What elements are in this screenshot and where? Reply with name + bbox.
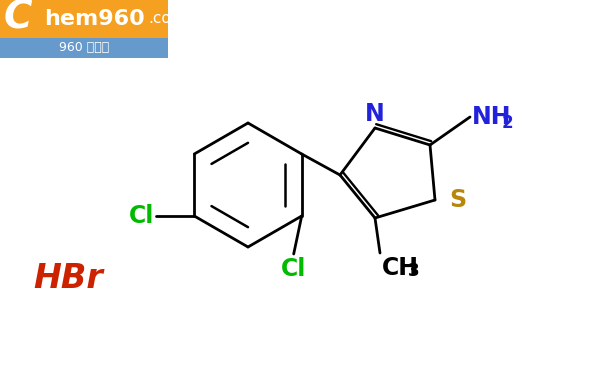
Text: 2: 2	[502, 114, 514, 132]
Text: CH: CH	[382, 256, 419, 280]
Text: N: N	[365, 102, 385, 126]
Text: HBr: HBr	[33, 261, 103, 294]
Text: NH: NH	[472, 105, 511, 129]
Text: 3: 3	[408, 262, 420, 280]
Text: .com: .com	[148, 11, 186, 26]
Text: 960 化工网: 960 化工网	[59, 41, 109, 54]
Text: S: S	[449, 188, 466, 212]
Text: hem960: hem960	[45, 9, 145, 29]
Text: C: C	[4, 0, 32, 37]
Text: C: C	[4, 0, 32, 37]
FancyBboxPatch shape	[0, 0, 168, 39]
Text: Cl: Cl	[129, 204, 154, 228]
Bar	[0, 0, 168, 58]
Text: Cl: Cl	[281, 257, 306, 281]
FancyBboxPatch shape	[0, 38, 168, 58]
